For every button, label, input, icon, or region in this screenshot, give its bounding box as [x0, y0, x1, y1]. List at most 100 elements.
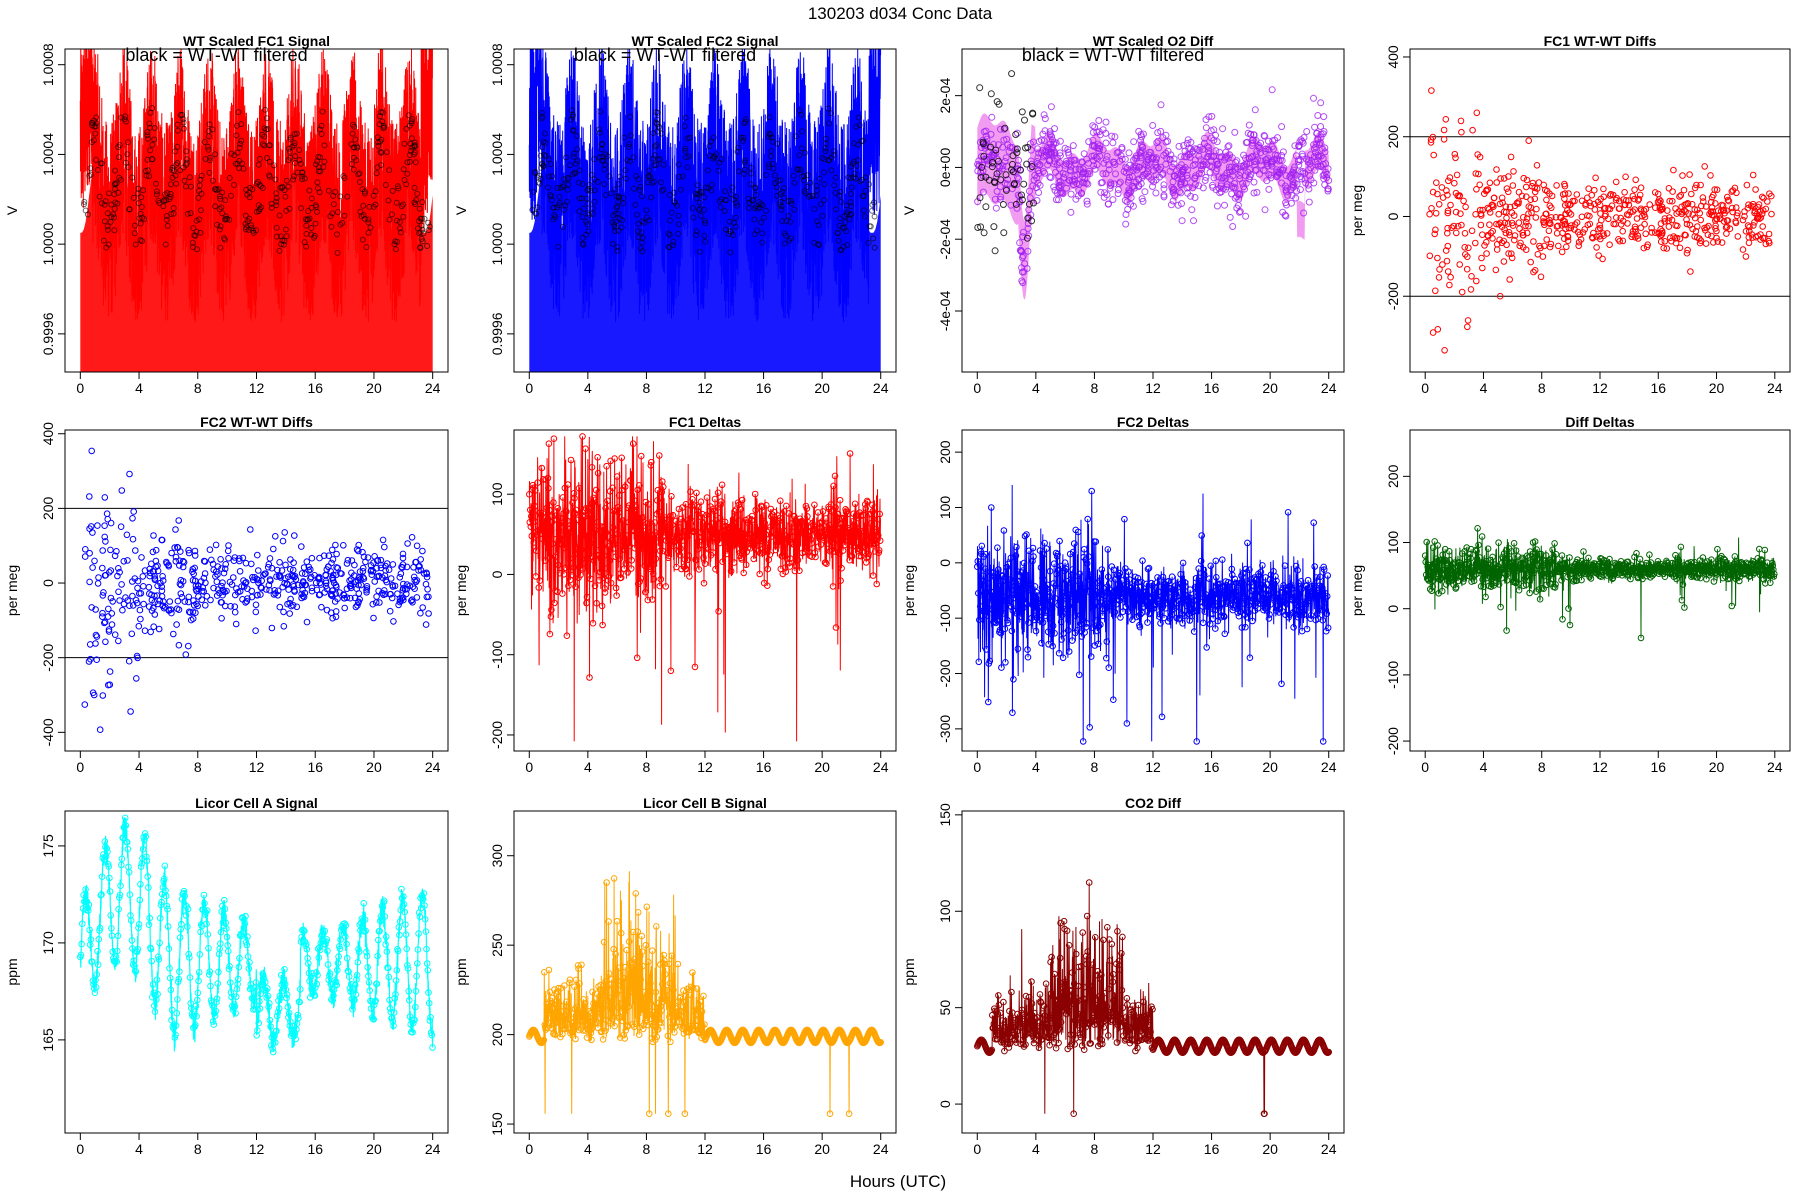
data-point: [667, 667, 675, 675]
xtick-label-p1-6: 24: [425, 380, 441, 396]
data-point: [1053, 161, 1061, 169]
data-point: [343, 560, 351, 567]
data-point: [703, 511, 710, 519]
data-point: [806, 532, 813, 540]
data-point: [1625, 197, 1632, 204]
data-point: [676, 551, 684, 559]
data-point: [988, 504, 995, 511]
data-point: [578, 546, 585, 554]
data-point: [1092, 617, 1099, 624]
data-point: [86, 641, 94, 648]
data-point: [1739, 216, 1747, 224]
data-point: [1103, 654, 1110, 662]
data-point: [106, 569, 113, 576]
data-point: [258, 584, 265, 592]
data-point: [1484, 186, 1492, 193]
data-point: [567, 162, 574, 169]
data-point: [830, 482, 837, 490]
data-point: [1482, 593, 1489, 601]
data-point: [1691, 233, 1698, 240]
data-point: [367, 567, 375, 575]
data-point: [785, 212, 792, 219]
data-point: [1124, 178, 1132, 186]
data-point: [1561, 182, 1569, 190]
data-point: [1595, 225, 1602, 233]
data-point: [699, 510, 706, 518]
data-point: [1144, 619, 1151, 626]
data-point: [1612, 220, 1619, 228]
data-point: [329, 574, 336, 581]
plot-area-p5: [65, 447, 448, 734]
data-point: [1636, 191, 1644, 199]
data-point: [645, 173, 652, 180]
data-point: [842, 219, 849, 226]
data-point: [576, 167, 583, 174]
data-point: [1724, 217, 1732, 224]
data-point: [771, 508, 778, 516]
data-point: [1076, 570, 1083, 578]
xtick-label-p2-2: 8: [643, 380, 651, 396]
data-point: [589, 619, 597, 627]
data-point: [1179, 168, 1187, 176]
data-point: [1478, 254, 1485, 262]
data-point: [660, 483, 667, 491]
data-point: [826, 547, 834, 555]
data-point: [587, 575, 594, 583]
data-point: [190, 570, 197, 578]
data-point: [190, 244, 196, 250]
ytick-label-p7-1: -200: [937, 659, 953, 687]
data-point: [179, 557, 187, 565]
data-point: [1075, 596, 1082, 604]
data-point: [129, 592, 136, 600]
data-point: [1729, 208, 1736, 216]
ytick-label-p3-1: -2e-04: [937, 219, 953, 260]
data-point: [307, 566, 314, 573]
filtered-points-p1: [80, 105, 433, 256]
data-point: [1183, 602, 1191, 610]
data-point: [172, 172, 179, 179]
data-point: [1080, 150, 1088, 158]
data-point: [235, 109, 242, 116]
data-point: [1621, 189, 1628, 196]
data-point: [599, 153, 606, 160]
data-point: [1200, 139, 1208, 147]
data-point: [1759, 223, 1766, 230]
data-point: [859, 511, 867, 519]
data-point: [252, 627, 259, 635]
data-point: [1702, 226, 1709, 234]
data-point: [1109, 589, 1116, 597]
data-point: [1313, 140, 1321, 148]
data-point: [534, 174, 541, 181]
data-point: [361, 190, 368, 197]
data-point: [1197, 557, 1205, 565]
data-point: [1062, 160, 1070, 168]
data-point: [542, 557, 549, 564]
data-point: [1202, 173, 1210, 181]
data-point: [386, 167, 393, 174]
data-point: [862, 187, 869, 194]
data-point: [591, 156, 598, 163]
xtick-label-p2-4: 16: [756, 380, 772, 396]
data-point: [358, 213, 365, 220]
data-point: [1281, 598, 1288, 606]
data-point: [1179, 620, 1186, 627]
data-point: [567, 116, 574, 123]
data-point: [257, 183, 264, 190]
data-point: [375, 572, 383, 580]
data-point: [1041, 539, 1048, 547]
data-point: [580, 532, 588, 539]
data-point: [1133, 595, 1141, 603]
data-point: [1230, 604, 1238, 611]
data-point: [400, 596, 407, 604]
data-point: [539, 109, 545, 116]
data-point: [636, 526, 644, 534]
data-point: [1473, 277, 1480, 285]
data-point: [167, 181, 174, 188]
data-point: [696, 533, 704, 541]
data-point: [1221, 156, 1229, 164]
data-point: [369, 600, 377, 608]
data-point: [1310, 94, 1317, 102]
data-point: [570, 564, 577, 571]
data-point: [184, 210, 191, 217]
data-point: [783, 218, 790, 224]
